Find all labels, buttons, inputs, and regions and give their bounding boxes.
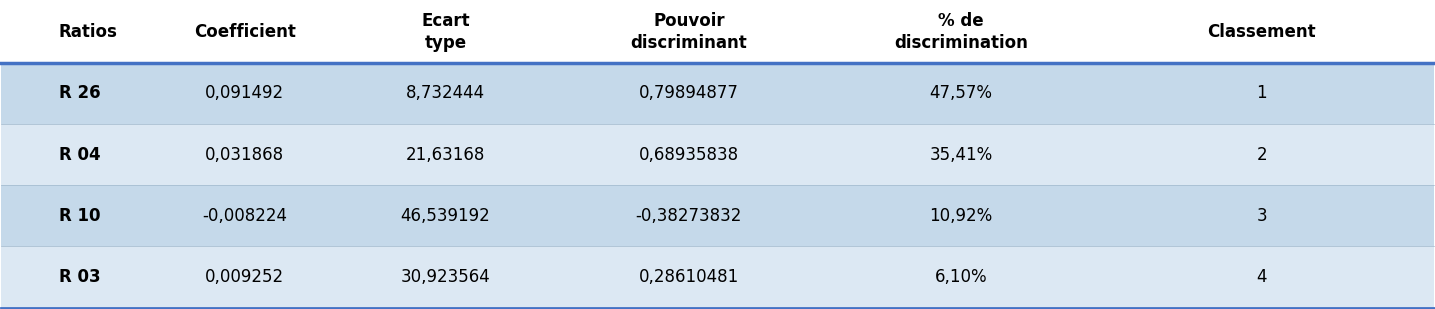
Text: 0,091492: 0,091492	[205, 84, 284, 102]
Text: 3: 3	[1257, 207, 1267, 225]
Text: R 10: R 10	[59, 207, 100, 225]
Text: 6,10%: 6,10%	[934, 268, 987, 286]
Text: Ratios: Ratios	[59, 23, 118, 41]
Text: 46,539192: 46,539192	[400, 207, 491, 225]
Text: % de
discrimination: % de discrimination	[894, 12, 1027, 52]
Text: 0,68935838: 0,68935838	[639, 146, 739, 163]
Text: 47,57%: 47,57%	[930, 84, 993, 102]
Text: Ecart
type: Ecart type	[420, 12, 469, 52]
Text: 0,28610481: 0,28610481	[639, 268, 739, 286]
Text: R 03: R 03	[59, 268, 100, 286]
Bar	[1, 185, 1434, 246]
Text: 0,79894877: 0,79894877	[639, 84, 739, 102]
Text: R 26: R 26	[59, 84, 100, 102]
Text: 10,92%: 10,92%	[930, 207, 993, 225]
Text: 8,732444: 8,732444	[406, 84, 485, 102]
Text: 4: 4	[1257, 268, 1267, 286]
Text: 30,923564: 30,923564	[400, 268, 491, 286]
Text: 1: 1	[1257, 84, 1267, 102]
Text: R 04: R 04	[59, 146, 100, 163]
Text: 0,031868: 0,031868	[205, 146, 284, 163]
Text: Classement: Classement	[1207, 23, 1316, 41]
Text: -0,008224: -0,008224	[202, 207, 287, 225]
Text: 0,009252: 0,009252	[205, 268, 284, 286]
Bar	[1, 246, 1434, 308]
Text: 35,41%: 35,41%	[930, 146, 993, 163]
Text: -0,38273832: -0,38273832	[636, 207, 742, 225]
Bar	[1, 63, 1434, 124]
Bar	[1, 124, 1434, 185]
Text: Coefficient: Coefficient	[194, 23, 296, 41]
Text: Pouvoir
discriminant: Pouvoir discriminant	[630, 12, 748, 52]
Text: 21,63168: 21,63168	[406, 146, 485, 163]
Text: 2: 2	[1257, 146, 1267, 163]
